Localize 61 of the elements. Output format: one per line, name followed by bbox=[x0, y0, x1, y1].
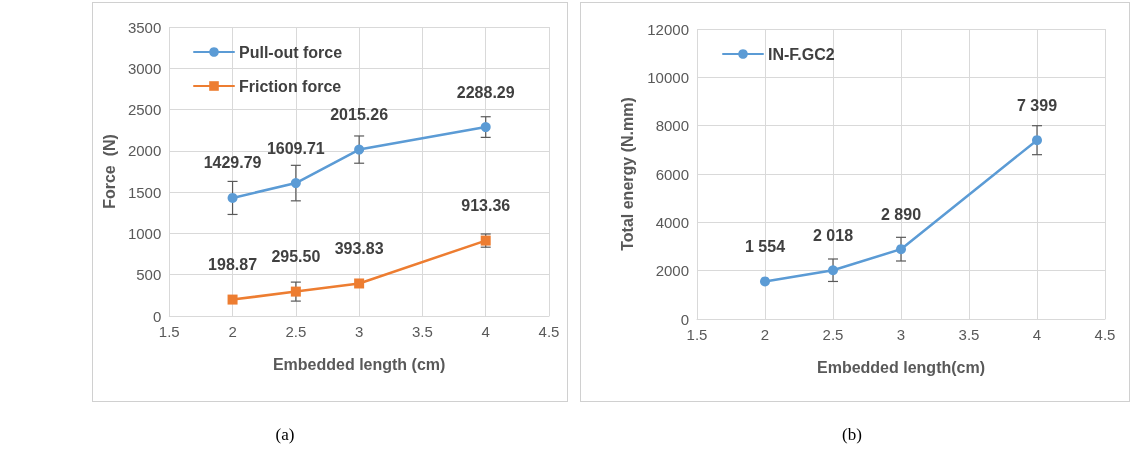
y-tick-label: 2000 bbox=[655, 262, 689, 280]
point bbox=[290, 178, 301, 189]
x-axis-title: Embedded length (cm) bbox=[272, 355, 446, 373]
x-tick-label: 3.5 bbox=[411, 323, 433, 340]
y-axis-title: Force (N) bbox=[100, 134, 118, 209]
point bbox=[896, 244, 906, 255]
point bbox=[480, 122, 491, 133]
data-label: 2015.26 bbox=[330, 106, 389, 124]
data-label: 2288.29 bbox=[456, 83, 515, 101]
y-tick-label: 10000 bbox=[647, 68, 689, 86]
data-label: 913.36 bbox=[461, 197, 511, 215]
y-tick-label: 3000 bbox=[127, 59, 162, 77]
x-axis-title: Embedded length(cm) bbox=[816, 358, 986, 376]
data-label: 1429.79 bbox=[203, 154, 262, 172]
y-tick-label: 500 bbox=[136, 266, 162, 284]
y-tick-label: 2500 bbox=[127, 101, 162, 119]
x-tick-label: 1.5 bbox=[686, 326, 708, 343]
y-tick-label: 1000 bbox=[127, 224, 162, 242]
y-tick-label: 4000 bbox=[655, 213, 689, 231]
y-tick-label: 0 bbox=[152, 307, 162, 325]
data-label: 7 399 bbox=[1016, 96, 1058, 114]
x-tick-label: 3 bbox=[896, 326, 906, 343]
data-label: 2 018 bbox=[812, 226, 854, 244]
point bbox=[760, 276, 770, 287]
y-tick-label: 3500 bbox=[127, 18, 162, 36]
x-tick-label: 3.5 bbox=[958, 326, 980, 343]
data-label: 295.50 bbox=[271, 248, 321, 266]
x-tick-label: 4.5 bbox=[538, 323, 560, 340]
x-tick-label: 1.5 bbox=[158, 323, 180, 340]
y-tick-label: 0 bbox=[680, 310, 689, 328]
point bbox=[354, 144, 365, 155]
x-tick-label: 2.5 bbox=[822, 326, 844, 343]
data-label: 2 890 bbox=[880, 205, 922, 223]
point bbox=[1032, 135, 1042, 146]
x-tick-label: 2 bbox=[760, 326, 770, 343]
data-label: 198.87 bbox=[208, 256, 258, 274]
point bbox=[290, 286, 301, 297]
data-label: 393.83 bbox=[334, 239, 384, 257]
point bbox=[828, 265, 838, 276]
x-tick-label: 2 bbox=[228, 323, 237, 340]
y-axis-title: Total energy (N.mm) bbox=[618, 97, 636, 251]
point bbox=[227, 294, 238, 305]
x-tick-label: 2.5 bbox=[285, 323, 307, 340]
x-tick-label: 3 bbox=[354, 323, 364, 340]
legend-label: Friction force bbox=[239, 77, 342, 95]
legend-label: IN-F.GC2 bbox=[768, 45, 835, 63]
y-tick-label: 8000 bbox=[655, 117, 689, 135]
data-label: 1609.71 bbox=[266, 139, 325, 157]
text: (b) bbox=[842, 425, 862, 444]
data-label: 1 554 bbox=[744, 237, 786, 255]
legend-label: Pull-out force bbox=[239, 43, 343, 61]
point bbox=[354, 278, 365, 289]
text: (a) bbox=[275, 425, 295, 444]
point bbox=[227, 192, 238, 203]
y-tick-label: 2000 bbox=[127, 142, 162, 160]
x-tick-label: 4 bbox=[481, 323, 490, 340]
x-tick-label: 4.5 bbox=[1094, 326, 1116, 343]
y-tick-label: 1500 bbox=[127, 183, 162, 201]
y-tick-label: 6000 bbox=[655, 165, 689, 183]
x-tick-label: 4 bbox=[1032, 326, 1042, 343]
y-tick-label: 12000 bbox=[647, 20, 689, 38]
